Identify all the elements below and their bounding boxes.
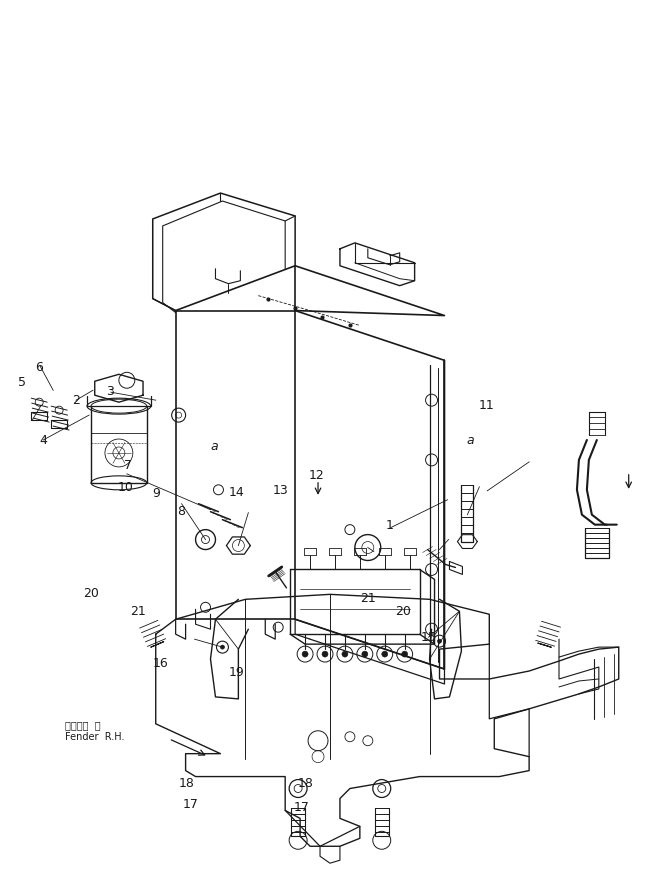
Text: 20: 20 bbox=[394, 605, 411, 618]
Circle shape bbox=[342, 652, 348, 657]
Text: 4: 4 bbox=[40, 434, 48, 446]
Text: 1: 1 bbox=[386, 519, 394, 532]
Text: 9: 9 bbox=[152, 486, 160, 499]
Text: 20: 20 bbox=[83, 587, 99, 600]
Text: 18: 18 bbox=[179, 777, 194, 790]
Text: 7: 7 bbox=[124, 460, 132, 472]
Circle shape bbox=[402, 652, 408, 657]
Text: 19: 19 bbox=[229, 667, 244, 679]
Text: 15: 15 bbox=[421, 631, 437, 644]
Text: 21: 21 bbox=[361, 592, 376, 606]
Text: 5: 5 bbox=[18, 376, 26, 389]
Text: 12: 12 bbox=[308, 469, 324, 482]
Ellipse shape bbox=[91, 400, 147, 413]
Text: 18: 18 bbox=[297, 777, 313, 790]
Circle shape bbox=[302, 652, 308, 657]
Text: a: a bbox=[211, 440, 218, 453]
Text: Fender  R.H.: Fender R.H. bbox=[65, 732, 125, 742]
Circle shape bbox=[382, 652, 388, 657]
Text: 6: 6 bbox=[35, 361, 43, 374]
Circle shape bbox=[362, 652, 368, 657]
Text: 14: 14 bbox=[229, 485, 244, 499]
Text: 3: 3 bbox=[106, 385, 114, 399]
Text: 21: 21 bbox=[130, 605, 145, 618]
Text: 17: 17 bbox=[183, 798, 199, 812]
Text: 11: 11 bbox=[479, 399, 495, 412]
Text: 16: 16 bbox=[153, 658, 168, 670]
Circle shape bbox=[322, 652, 328, 657]
Text: 8: 8 bbox=[177, 505, 185, 518]
Text: a: a bbox=[466, 434, 474, 446]
Circle shape bbox=[437, 639, 441, 644]
Text: 2: 2 bbox=[72, 394, 80, 408]
Circle shape bbox=[220, 645, 224, 649]
Text: 17: 17 bbox=[293, 801, 309, 814]
Text: フェンダ  右: フェンダ 右 bbox=[65, 720, 100, 730]
Text: 13: 13 bbox=[273, 484, 288, 497]
Text: 10: 10 bbox=[118, 481, 134, 494]
